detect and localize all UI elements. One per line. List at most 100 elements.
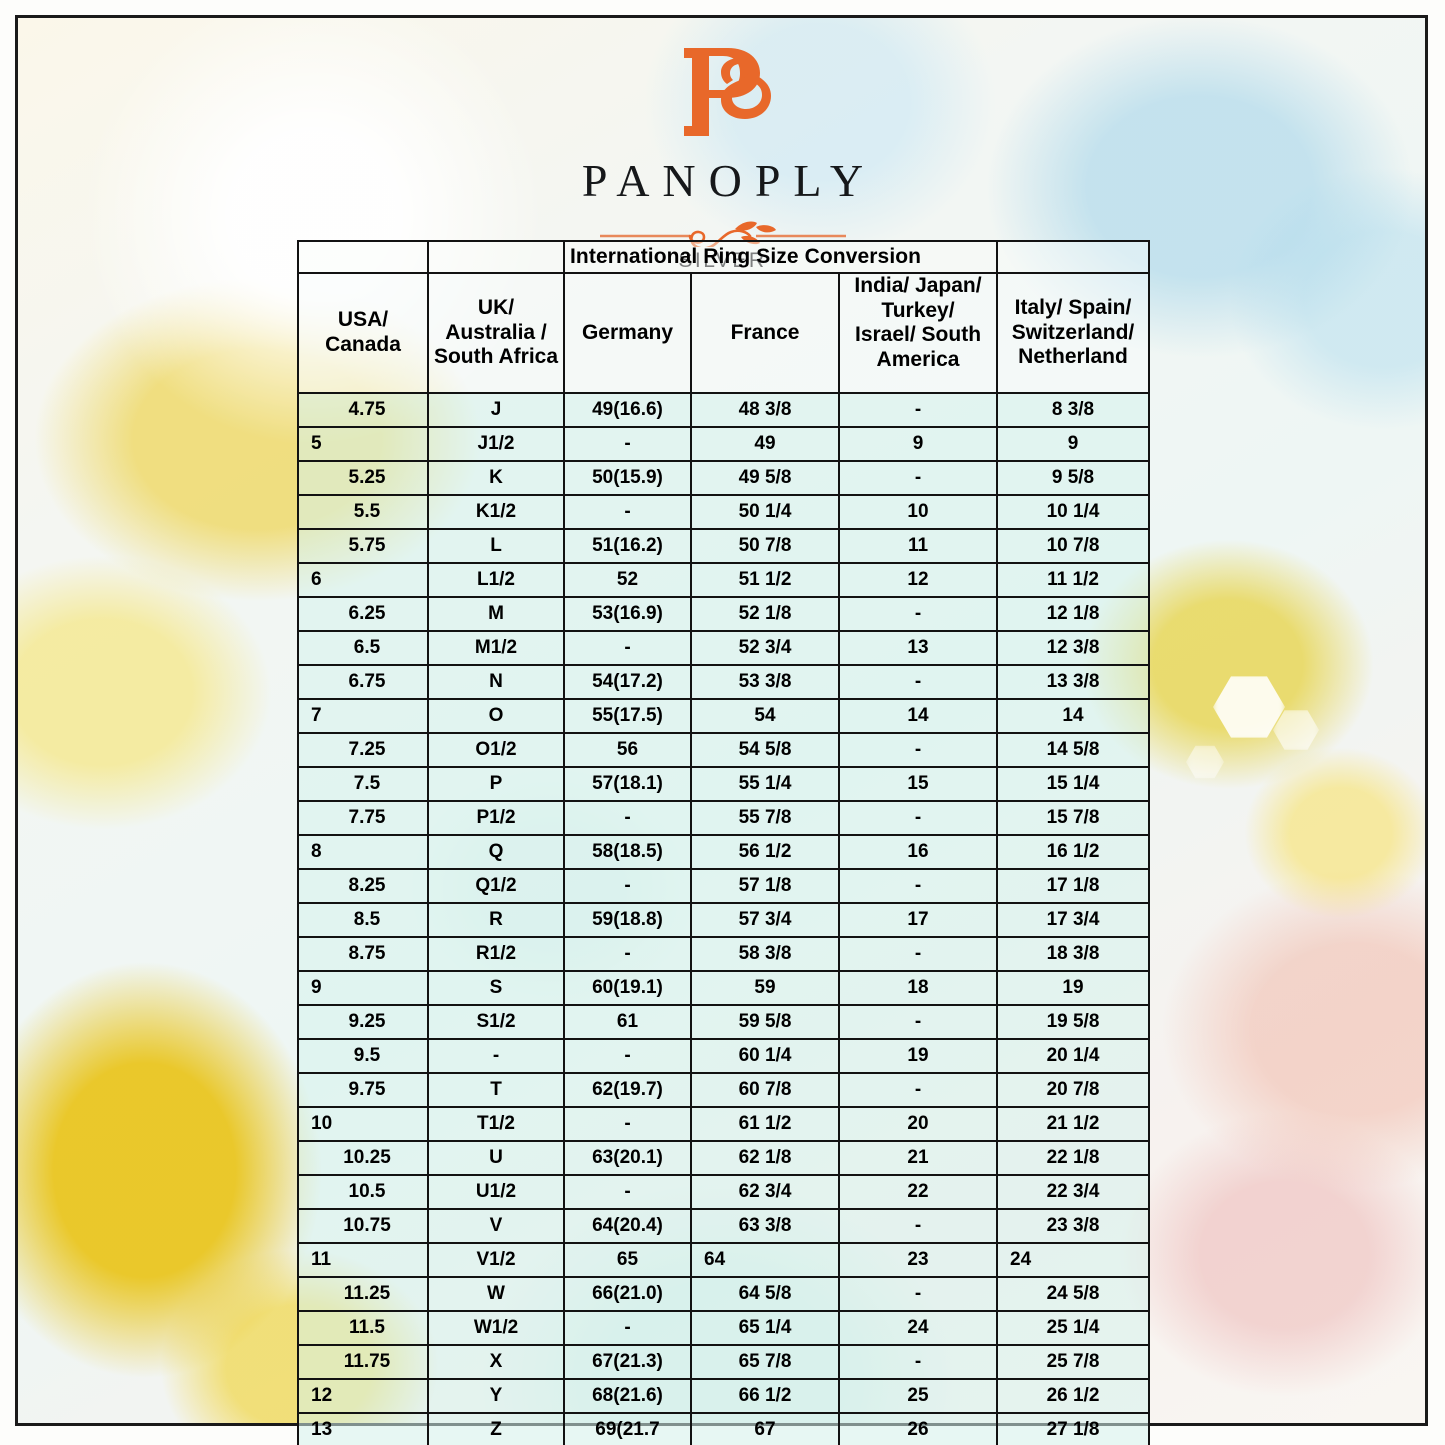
cell-r17-c4: 58 3/8 [690, 936, 840, 972]
cell-r17-c1: 8.75 [297, 936, 429, 972]
cell-r18-c5: 18 [838, 970, 998, 1006]
cell-r24-c6: 22 3/4 [996, 1174, 1150, 1210]
table-row: 11.75 X 67(21.3) 65 7/8-25 7/8 [297, 1344, 1150, 1380]
cell-r8-c4: 52 3/4 [690, 630, 840, 666]
table-row: 7 O 55(17.5) 54 14 14 [297, 698, 1150, 734]
cell-r23-c1: 10.25 [297, 1140, 429, 1176]
cell-r29-c4: 65 7/8 [690, 1344, 840, 1380]
cell-r5-c4: 50 7/8 [690, 528, 840, 564]
cell-r29-c5: - [838, 1344, 998, 1380]
cell-r29-c6: 25 7/8 [996, 1344, 1150, 1380]
cell-r13-c5: - [838, 800, 998, 836]
cell-r7-c5: - [838, 596, 998, 632]
table-row: 13 Z 69(21.7 67 26 27 1/8 [297, 1412, 1150, 1445]
cell-r16-c6: 17 3/4 [996, 902, 1150, 938]
cell-r25-c2: V [427, 1208, 565, 1244]
cell-r11-c4: 54 5/8 [690, 732, 840, 768]
cell-r14-c2: Q [427, 834, 565, 870]
cell-r20-c5: 19 [838, 1038, 998, 1074]
cell-r28-c3: - [563, 1310, 692, 1346]
cell-r4-c5: 10 [838, 494, 998, 530]
cell-r19-c2: S1/2 [427, 1004, 565, 1040]
cell-r25-c5: - [838, 1208, 998, 1244]
cell-r10-c4: 54 [690, 698, 840, 734]
cell-r1-c1: 4.75 [297, 392, 429, 428]
cell-r24-c3: - [563, 1174, 692, 1210]
cell-r14-c5: 16 [838, 834, 998, 870]
cell-r17-c5: - [838, 936, 998, 972]
cell-r8-c2: M1/2 [427, 630, 565, 666]
table-row: 7.5 P 57(18.1) 55 1/4 15 15 1/4 [297, 766, 1150, 802]
cell-r27-c6: 24 5/8 [996, 1276, 1150, 1312]
cell-r15-c4: 57 1/8 [690, 868, 840, 904]
table-row: 9.25 S1/2 61 59 5/8-19 5/8 [297, 1004, 1150, 1040]
cell-r3-c3: 50(15.9) [563, 460, 692, 496]
cell-r17-c3: - [563, 936, 692, 972]
cell-r31-c3: 69(21.7 [563, 1412, 692, 1445]
cell-r6-c3: 52 [563, 562, 692, 598]
cell-r1-c5: - [838, 392, 998, 428]
cell-r24-c4: 62 3/4 [690, 1174, 840, 1210]
cell-r15-c2: Q1/2 [427, 868, 565, 904]
cell-r28-c6: 25 1/4 [996, 1310, 1150, 1346]
cell-r21-c4: 60 7/8 [690, 1072, 840, 1108]
cell-r4-c2: K1/2 [427, 494, 565, 530]
cell-r12-c6: 15 1/4 [996, 766, 1150, 802]
cell-r7-c2: M [427, 596, 565, 632]
cell-r4-c4: 50 1/4 [690, 494, 840, 530]
cell-r19-c4: 59 5/8 [690, 1004, 840, 1040]
table-row: 5.75 L 51(16.2) 50 7/8 11 10 7/8 [297, 528, 1150, 564]
cell-r22-c5: 20 [838, 1106, 998, 1142]
table-row: 6.25 M 53(16.9) 52 1/8-12 1/8 [297, 596, 1150, 632]
cell-r16-c4: 57 3/4 [690, 902, 840, 938]
cell-r11-c3: 56 [563, 732, 692, 768]
cell-r6-c4: 51 1/2 [690, 562, 840, 598]
table-row: 8.25 Q1/2-57 1/8-17 1/8 [297, 868, 1150, 904]
cell-r4-c6: 10 1/4 [996, 494, 1150, 530]
cell-r13-c3: - [563, 800, 692, 836]
table-row: 9.75 T 62(19.7) 60 7/8-20 7/8 [297, 1072, 1150, 1108]
table-row: 11 V1/2 65 64 23 24 [297, 1242, 1150, 1278]
cell-r2-c6: 9 [996, 426, 1150, 462]
cell-r22-c3: - [563, 1106, 692, 1142]
cell-r16-c2: R [427, 902, 565, 938]
cell-r14-c3: 58(18.5) [563, 834, 692, 870]
cell-r5-c6: 10 7/8 [996, 528, 1150, 564]
cell-r21-c1: 9.75 [297, 1072, 429, 1108]
cell-r20-c1: 9.5 [297, 1038, 429, 1074]
cell-r24-c5: 22 [838, 1174, 998, 1210]
cell-r18-c3: 60(19.1) [563, 970, 692, 1006]
column-header-4: France [690, 272, 840, 394]
cell-r3-c6: 9 5/8 [996, 460, 1150, 496]
cell-r1-c6: 8 3/8 [996, 392, 1150, 428]
cell-r22-c6: 21 1/2 [996, 1106, 1150, 1142]
cell-r13-c6: 15 7/8 [996, 800, 1150, 836]
cell-r19-c1: 9.25 [297, 1004, 429, 1040]
cell-r25-c4: 63 3/8 [690, 1208, 840, 1244]
cell-r22-c1: 10 [297, 1106, 429, 1142]
table-row: 11.5 W1/2-65 1/4 24 25 1/4 [297, 1310, 1150, 1346]
table-row: 6.5 M1/2-52 3/4 13 12 3/8 [297, 630, 1150, 666]
table-row: 11.25 W 66(21.0) 64 5/8-24 5/8 [297, 1276, 1150, 1312]
title-row-spacer-cell [427, 240, 565, 274]
table-title: International Ring Size Conversion [563, 240, 998, 274]
cell-r23-c5: 21 [838, 1140, 998, 1176]
cell-r9-c2: N [427, 664, 565, 700]
cell-r25-c6: 23 3/8 [996, 1208, 1150, 1244]
cell-r9-c4: 53 3/8 [690, 664, 840, 700]
cell-r6-c2: L1/2 [427, 562, 565, 598]
cell-r23-c3: 63(20.1) [563, 1140, 692, 1176]
cell-r18-c2: S [427, 970, 565, 1006]
cell-r27-c2: W [427, 1276, 565, 1312]
table-row: 10.5 U1/2-62 3/4 22 22 3/4 [297, 1174, 1150, 1210]
bokeh-hexagon-icon [1186, 745, 1224, 779]
cell-r23-c2: U [427, 1140, 565, 1176]
cell-r12-c1: 7.5 [297, 766, 429, 802]
cell-r6-c5: 12 [838, 562, 998, 598]
table-header-row: USA/Canada UK/Australia / South Africa Germ… [297, 272, 1150, 394]
ring-size-conversion-table: International Ring Size Conversion USA/Ca… [297, 240, 1150, 1445]
table-row: 10 T1/2-61 1/2 20 21 1/2 [297, 1106, 1150, 1142]
cell-r9-c3: 54(17.2) [563, 664, 692, 700]
cell-r15-c5: - [838, 868, 998, 904]
